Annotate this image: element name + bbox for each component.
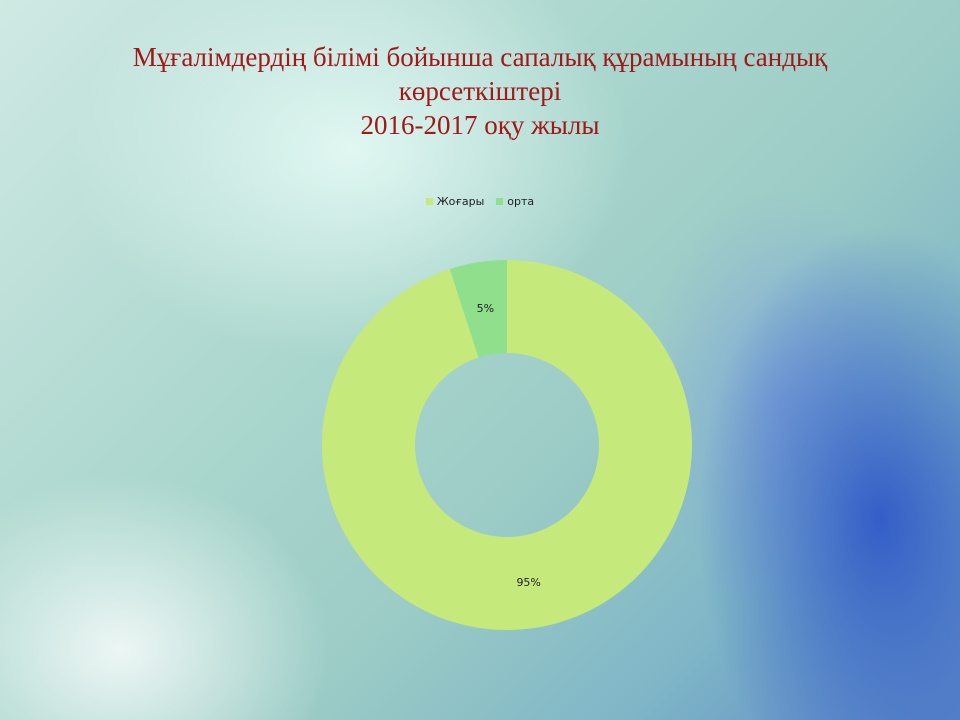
slide-title: Мұғалімдердің білімі бойынша сапалық құр… (60, 40, 900, 142)
legend-label: Жоғары (436, 195, 485, 208)
data-label: 95% (516, 576, 540, 589)
donut-slice-1 (449, 260, 507, 358)
donut-slice-0 (321, 260, 692, 630)
legend-swatch (496, 198, 504, 205)
title-line: Мұғалімдердің білімі бойынша сапалық құр… (132, 42, 828, 72)
legend-item-orta: орта (496, 195, 534, 208)
data-label: 5% (477, 302, 494, 315)
title-line: көрсеткіштері (398, 76, 562, 106)
legend-label: орта (507, 195, 535, 208)
title-line: 2016-2017 оқу жылы (360, 110, 600, 140)
legend-item-zhogary: Жоғары (425, 195, 485, 208)
chart-legend: Жоғары орта (0, 195, 960, 208)
legend-swatch (425, 198, 433, 205)
